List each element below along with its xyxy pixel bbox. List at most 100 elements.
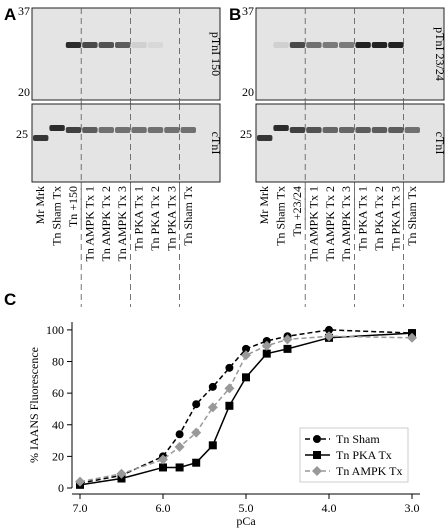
y-tick-label: 40 bbox=[52, 418, 64, 432]
y-tick-label: 80 bbox=[52, 355, 64, 369]
lane-label: Tn PKA Tx 3 bbox=[164, 186, 178, 251]
x-tick-label: 5.0 bbox=[239, 501, 254, 515]
size-marker: 37 bbox=[18, 4, 30, 18]
series-line bbox=[79, 329, 413, 484]
legend-label: Tn AMPK Tx bbox=[336, 464, 402, 478]
lane-label: Tn Sham Tx bbox=[181, 186, 195, 246]
point bbox=[174, 441, 185, 452]
band bbox=[65, 42, 82, 48]
band bbox=[131, 42, 147, 48]
x-tick-label: 6.0 bbox=[156, 501, 171, 515]
blot bbox=[31, 103, 221, 183]
lane-label: Tn Sham Tx bbox=[274, 186, 288, 246]
band bbox=[388, 127, 404, 133]
y-axis-title: % IAANS Fluorescence bbox=[27, 347, 41, 463]
point bbox=[242, 373, 250, 382]
point bbox=[207, 402, 218, 413]
lane-label: Tn PKA Tx 1 bbox=[356, 186, 370, 251]
point bbox=[208, 441, 217, 450]
band bbox=[98, 42, 114, 48]
lane-label: Tn +23/24 bbox=[290, 186, 304, 236]
blot bbox=[31, 7, 221, 101]
size-marker: 25 bbox=[16, 127, 28, 141]
blot-label: pTnI 150 bbox=[209, 32, 223, 76]
band bbox=[339, 42, 355, 48]
point bbox=[192, 400, 201, 409]
band bbox=[404, 127, 420, 133]
point bbox=[175, 463, 184, 472]
point bbox=[324, 331, 334, 342]
legend-marker bbox=[313, 451, 321, 459]
point bbox=[262, 349, 271, 358]
lane-label: Tn Sham Tx bbox=[405, 186, 419, 246]
lane-label: Tn AMPK Tx 3 bbox=[339, 186, 353, 261]
lane-label: Tn +150 bbox=[66, 186, 80, 227]
legend-marker bbox=[313, 435, 321, 443]
x-tick-label: 3.0 bbox=[405, 501, 420, 515]
point bbox=[241, 350, 251, 361]
blot bbox=[255, 103, 445, 183]
point bbox=[175, 430, 184, 439]
size-marker: 20 bbox=[18, 85, 30, 99]
point bbox=[208, 382, 217, 391]
point bbox=[283, 344, 292, 353]
point bbox=[158, 454, 168, 465]
size-marker: 25 bbox=[240, 127, 252, 141]
point bbox=[225, 401, 234, 410]
lane-label: Tn AMPK Tx 2 bbox=[323, 186, 337, 261]
point bbox=[224, 383, 235, 394]
lane-label: Tn AMPK Tx 1 bbox=[82, 186, 96, 261]
y-tick-label: 60 bbox=[52, 386, 64, 400]
band bbox=[322, 127, 338, 133]
point bbox=[407, 332, 417, 343]
series-line bbox=[79, 335, 413, 483]
band bbox=[355, 42, 371, 48]
band bbox=[115, 127, 131, 133]
point bbox=[261, 340, 272, 351]
band bbox=[180, 127, 196, 133]
blot-label: cTnI bbox=[433, 132, 447, 155]
band bbox=[115, 42, 131, 48]
band bbox=[164, 127, 180, 133]
lane-label: Tn PKA Tx 3 bbox=[388, 186, 402, 251]
lane-label: Tn PKA Tx 2 bbox=[148, 186, 162, 251]
legend-label: Tn Sham bbox=[336, 432, 380, 446]
point bbox=[159, 463, 167, 472]
blot-label: pTnI 23/24 bbox=[433, 27, 447, 81]
panel-label: C bbox=[4, 290, 16, 309]
band bbox=[322, 42, 338, 48]
x-tick-label: 4.0 bbox=[322, 501, 337, 515]
band bbox=[306, 42, 322, 48]
y-tick-label: 20 bbox=[52, 449, 64, 463]
band bbox=[306, 127, 322, 133]
lane-label: Tn AMPK Tx 1 bbox=[306, 186, 320, 261]
band bbox=[289, 42, 306, 48]
lane-label: Mr Mrk bbox=[33, 186, 47, 224]
point bbox=[192, 458, 201, 467]
band bbox=[49, 125, 65, 131]
band bbox=[273, 125, 289, 131]
point bbox=[75, 476, 85, 487]
band bbox=[33, 135, 49, 141]
point bbox=[242, 344, 250, 353]
legend-label: Tn PKA Tx bbox=[336, 448, 392, 462]
band bbox=[65, 127, 82, 133]
band bbox=[147, 42, 164, 48]
point bbox=[191, 427, 202, 438]
size-marker: 37 bbox=[242, 4, 254, 18]
panel-label: B bbox=[229, 5, 241, 24]
band bbox=[273, 42, 289, 48]
band bbox=[355, 127, 371, 133]
band bbox=[98, 127, 114, 133]
y-tick-label: 0 bbox=[58, 481, 64, 495]
band bbox=[147, 127, 164, 133]
lane-label: Mr Mrk bbox=[257, 186, 271, 224]
size-marker: 20 bbox=[242, 85, 254, 99]
point bbox=[116, 468, 127, 479]
lane-label: Tn Sham Tx bbox=[50, 186, 64, 246]
band bbox=[388, 42, 404, 48]
band bbox=[257, 135, 273, 141]
lane-label: Tn AMPK Tx 2 bbox=[99, 186, 113, 261]
